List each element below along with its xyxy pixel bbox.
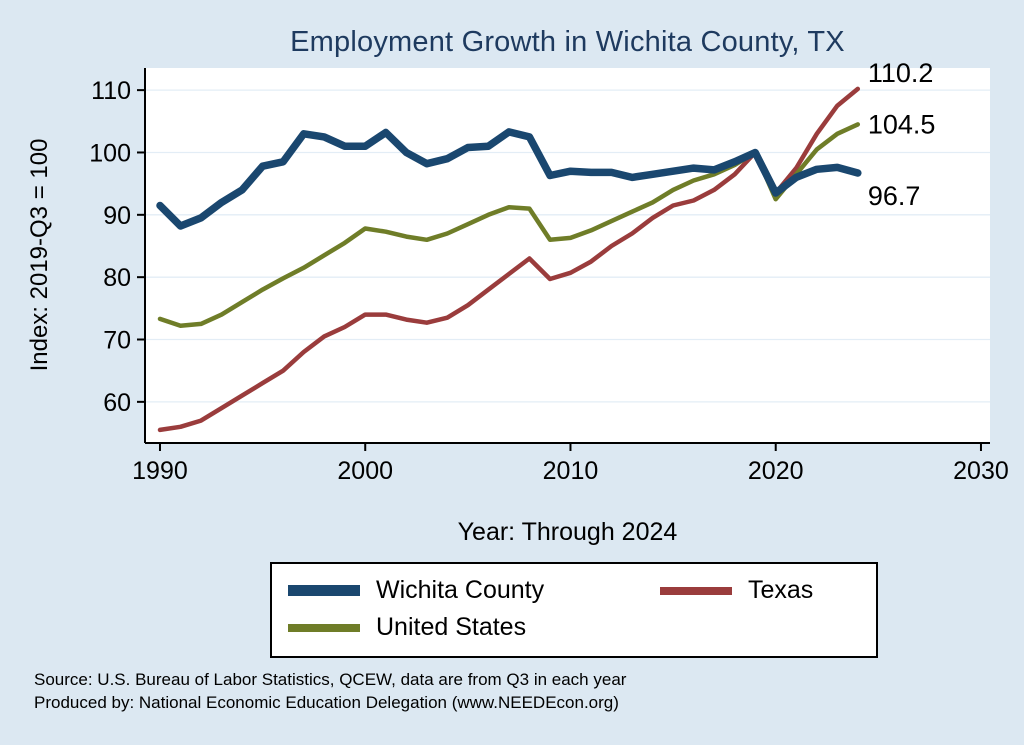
- x-tick-label-2000: 2000: [337, 457, 393, 485]
- produced-by-line: Produced by: National Economic Education…: [34, 693, 619, 712]
- plot-background: [145, 68, 990, 443]
- legend-swatch-united-states: [288, 623, 360, 632]
- end-label-wichita-county: 96.7: [868, 181, 921, 211]
- source-note: Source: U.S. Bureau of Labor Statistics,…: [34, 668, 626, 714]
- legend-item-wichita-county: Wichita County: [272, 576, 574, 605]
- y-tick-label-100: 100: [89, 139, 131, 167]
- legend: Wichita County Texas United States: [270, 562, 878, 658]
- x-axis-title: Year: Through 2024: [457, 518, 678, 546]
- series-line-texas: [157, 86, 861, 433]
- y-axis-title: Index: 2019-Q3 = 100: [26, 138, 53, 372]
- chart-plot-area: 60 70 80 90 100 110 1990 2000 2010 2020 2030 96.7 11…: [89, 58, 1009, 485]
- y-tick-label-110: 110: [91, 77, 131, 105]
- end-label-united-states: 104.5: [868, 109, 936, 139]
- y-tick-label-60: 60: [103, 389, 131, 417]
- x-tick-label-2010: 2010: [543, 457, 599, 485]
- source-line: Source: U.S. Bureau of Labor Statistics,…: [34, 670, 627, 689]
- legend-label-united-states: United States: [376, 613, 527, 641]
- legend-item-united-states: United States: [272, 613, 574, 642]
- end-label-texas: 110.2: [868, 58, 934, 88]
- x-tick-label-2030: 2030: [953, 457, 1009, 485]
- legend-item-texas: Texas: [574, 576, 876, 605]
- x-tick-label-1990: 1990: [132, 457, 188, 485]
- y-tick-label-90: 90: [103, 202, 131, 230]
- legend-swatch-wichita-county: [288, 585, 360, 596]
- legend-label-wichita-county: Wichita County: [376, 576, 545, 604]
- series-line-wichita-county: [156, 128, 862, 230]
- y-tick-label-70: 70: [103, 327, 131, 355]
- legend-swatch-texas: [660, 586, 732, 595]
- y-tick-label-80: 80: [103, 264, 131, 292]
- chart-title: Employment Growth in Wichita County, TX: [290, 26, 845, 58]
- x-tick-label-2020: 2020: [748, 457, 804, 485]
- legend-label-texas: Texas: [748, 576, 814, 604]
